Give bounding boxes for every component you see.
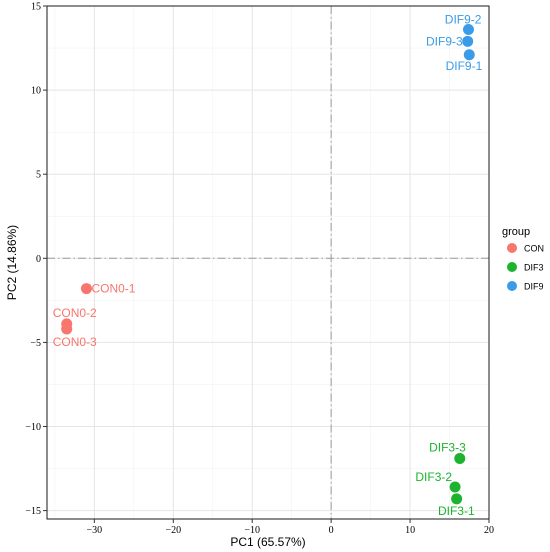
y-tick-label: −10	[25, 422, 41, 433]
x-tick-label: 0	[329, 525, 334, 536]
point-dif3-2	[449, 481, 461, 493]
reference-lines	[47, 6, 489, 519]
point-label-con0-3: CON0-3	[53, 335, 97, 349]
point-con0-1	[80, 283, 92, 295]
legend-title: group	[502, 226, 530, 238]
point-dif9-2	[462, 24, 474, 36]
y-tick-label: 10	[31, 86, 41, 97]
x-axis-title: PC1 (65.57%)	[230, 535, 305, 549]
point-dif9-1	[463, 49, 475, 61]
legend-label-dif9: DIF9	[524, 282, 544, 292]
x-tick-label: 10	[405, 525, 415, 536]
y-tick-label: 5	[36, 170, 41, 181]
y-tick-label: −5	[30, 338, 41, 349]
point-label-dif3-1: DIF3-1	[438, 504, 475, 518]
point-label-dif9-3: DIF9-3	[426, 34, 463, 48]
x-tick-label: −10	[244, 525, 260, 536]
y-tick-label: 0	[36, 254, 41, 265]
x-tick-label: −20	[165, 525, 181, 536]
x-tick-label: −30	[87, 525, 103, 536]
point-label-dif9-2: DIF9-2	[445, 13, 482, 27]
point-con0-3	[61, 323, 73, 335]
point-label-dif3-3: DIF3-3	[429, 440, 466, 454]
x-tick-label: 20	[484, 525, 494, 536]
point-dif9-3	[462, 35, 474, 47]
legend: group CON DIF3 DIF9	[502, 226, 544, 292]
plot-panel-border	[46, 5, 490, 520]
y-tick-label: 15	[31, 2, 41, 13]
point-label-dif9-1: DIF9-1	[446, 59, 483, 73]
legend-key-dif9	[507, 281, 517, 291]
point-labels: CON0-1 CON0-2 CON0-3 DIF3-3 DIF3-2 DIF3-1 DIF9…	[53, 13, 483, 518]
grid	[47, 5, 490, 519]
point-dif3-3	[454, 452, 466, 464]
point-label-con0-2: CON0-2	[53, 306, 97, 320]
y-axis-title: PC2 (14.86%)	[5, 225, 19, 300]
y-tick-label: −15	[25, 506, 41, 517]
point-label-con0-1: CON0-1	[91, 282, 135, 296]
legend-key-dif3	[507, 262, 517, 272]
legend-label-dif3: DIF3	[524, 263, 544, 273]
point-label-dif3-2: DIF3-2	[415, 470, 452, 484]
legend-key-con	[507, 243, 517, 253]
axis-ticks: −30 −20 −10 0 10 20 15 10 5 0 −5 −10 −15	[25, 2, 494, 537]
data-points	[61, 24, 475, 505]
point-dif3-1	[451, 493, 463, 505]
legend-label-con: CON	[524, 244, 544, 254]
